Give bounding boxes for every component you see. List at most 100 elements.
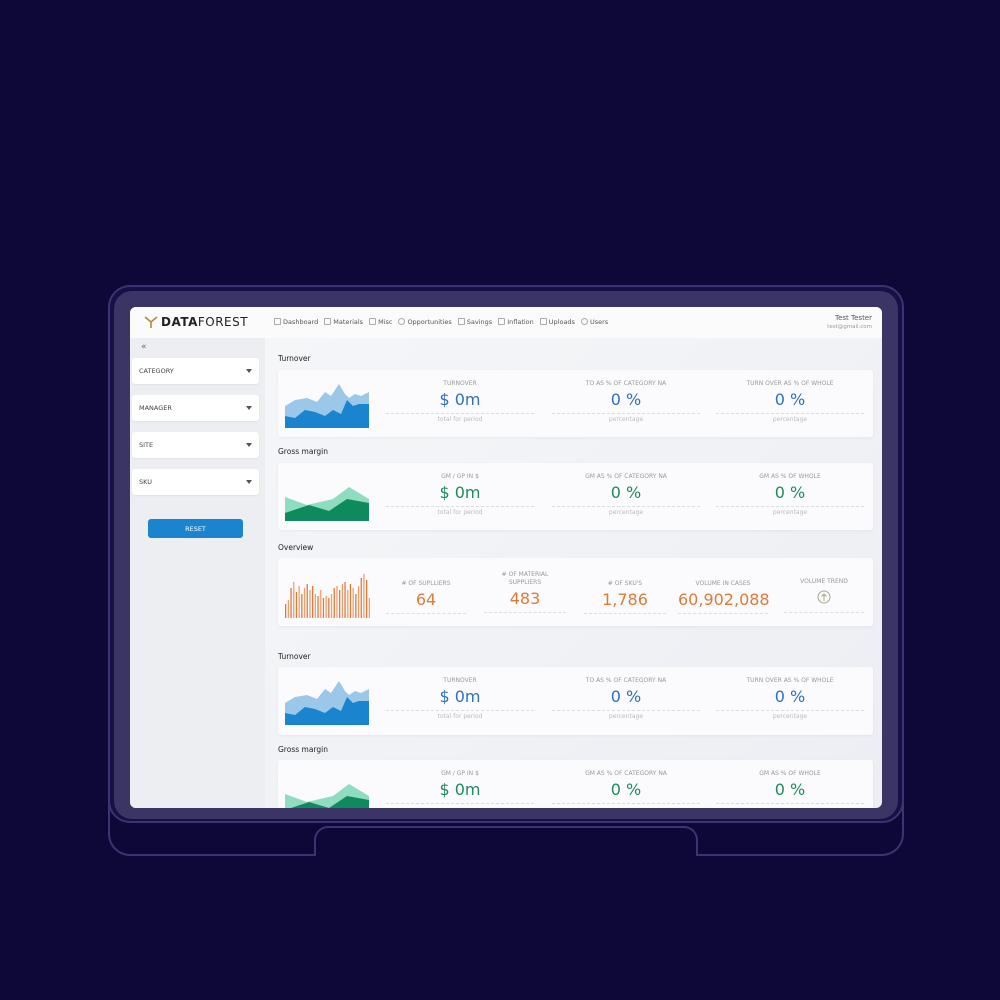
table-icon <box>457 318 465 325</box>
kpi-label: # OF MATERIAL SUPPLIERS <box>501 571 549 586</box>
kpi-turnover: TURNOVER $ 0m total for period <box>386 677 534 720</box>
bar <box>336 586 338 618</box>
kpi-to-whole: TURN OVER AS % OF WHOLE 0 % percentage <box>716 380 864 423</box>
kpi-label: # OF SKU'S <box>607 580 643 587</box>
kpi-label: TO AS % OF CATEGORY NA <box>585 380 667 387</box>
sku-dropdown[interactable]: SKU <box>132 469 259 495</box>
turnover-area-chart <box>285 681 369 725</box>
dashboard-icon <box>274 318 281 325</box>
kpi-label: GM AS % OF CATEGORY NA <box>585 770 667 777</box>
dropdown-label: CATEGORY <box>139 367 174 375</box>
kpi-value: $ 0m <box>439 390 481 409</box>
kpi-gm-whole: GM AS % OF WHOLE 0 % <box>716 770 864 804</box>
gross-margin-area-chart <box>285 487 369 521</box>
kpi-label: GM AS % OF WHOLE <box>759 770 821 777</box>
kpi-volume-trend: VOLUME TREND <box>784 578 864 613</box>
list-icon <box>369 318 377 325</box>
user-icon <box>580 318 588 325</box>
turnover-area-chart <box>285 384 369 428</box>
kpi-value: 0 % <box>774 390 806 409</box>
kpi-value: 0 % <box>610 390 642 409</box>
kpi-value: 0 % <box>774 780 806 799</box>
bar <box>290 588 292 618</box>
mail-icon <box>324 318 332 325</box>
kpi-to-category: TO AS % OF CATEGORY NA 0 % percentage <box>552 380 700 423</box>
kpi-label: VOLUME IN CASES <box>695 580 751 587</box>
user-email: test@gmail.com <box>827 324 872 330</box>
nav-label: Misc <box>378 318 393 326</box>
kpi-volume: VOLUME IN CASES 60,902,088 <box>678 580 770 614</box>
kpi-sub: percentage <box>772 713 808 720</box>
kpi-sub: total for period <box>437 416 483 423</box>
overview-bar-chart <box>285 574 370 618</box>
logo[interactable]: DATA FOREST <box>144 315 248 329</box>
kpi-suppliers: # OF SUPLLIERS 64 <box>386 580 466 614</box>
bar <box>360 578 362 618</box>
nav-misc[interactable]: Misc <box>369 318 392 326</box>
kpi-sub: percentage <box>772 416 808 423</box>
kpi-gm-category: GM AS % OF CATEGORY NA 0 % <box>552 770 700 804</box>
gross-margin-card: GM / GP IN $ $ 0m GM AS % OF CATEGORY NA 0… <box>278 760 873 808</box>
turnover-card: TURNOVER $ 0m total for period TO AS % OF … <box>278 370 873 437</box>
chevron-down-icon <box>246 480 252 484</box>
nav-label: Savings <box>466 318 493 326</box>
site-dropdown[interactable]: SITE <box>132 432 259 458</box>
kpi-value: $ 0m <box>439 780 481 799</box>
bar <box>314 594 316 618</box>
kpi-gm: GM / GP IN $ $ 0m <box>386 770 534 804</box>
kpi-sub: percentage <box>772 509 808 516</box>
kpi-sub: total for period <box>437 713 483 720</box>
kpi-value: 483 <box>509 589 541 608</box>
bar <box>347 590 349 618</box>
nav-label: Materials <box>333 318 364 326</box>
bar <box>295 592 298 618</box>
main-nav: Dashboard Materials Misc Opportunities S… <box>274 318 608 326</box>
nav-label: Inflation <box>507 318 534 326</box>
category-dropdown[interactable]: CATEGORY <box>132 358 259 384</box>
bar <box>349 584 352 618</box>
nav-uploads[interactable]: Uploads <box>539 318 575 326</box>
bar <box>368 598 370 618</box>
user-menu[interactable]: Test Tester test@gmail.com <box>827 314 872 330</box>
nav-materials[interactable]: Materials <box>324 318 363 326</box>
gross-margin-card: GM / GP IN $ $ 0m total for period GM AS %… <box>278 463 873 530</box>
nav-savings[interactable]: Savings <box>457 318 493 326</box>
kpi-gm-category: GM AS % OF CATEGORY NA 0 % percentage <box>552 473 700 516</box>
reset-button[interactable]: RESET <box>148 519 243 538</box>
nav-inflation[interactable]: Inflation <box>498 318 534 326</box>
nav-label: Uploads <box>548 318 575 326</box>
bar <box>352 588 354 618</box>
manager-dropdown[interactable]: MANAGER <box>132 395 259 421</box>
kpi-value: 64 <box>415 590 437 609</box>
bar <box>344 582 346 618</box>
dropdown-label: SITE <box>139 441 154 449</box>
bar <box>303 588 306 618</box>
nav-opportunities[interactable]: Opportunities <box>398 318 452 326</box>
kpi-label: TO AS % OF CATEGORY NA <box>585 677 667 684</box>
nav-label: Users <box>589 318 609 326</box>
collapse-sidebar-button[interactable]: « <box>141 342 147 352</box>
nav-users[interactable]: Users <box>580 318 609 326</box>
section-title-turnover: Turnover <box>278 652 311 661</box>
bar <box>285 604 287 618</box>
turnover-card: TURNOVER $ 0m total for period TO AS % OF … <box>278 667 873 735</box>
kpi-to-category: TO AS % OF CATEGORY NA 0 % percentage <box>552 677 700 720</box>
kpi-label: GM / GP IN $ <box>441 770 479 777</box>
dropdown-label: SKU <box>139 478 152 486</box>
nav-dashboard[interactable]: Dashboard <box>274 318 318 326</box>
device-notch <box>314 826 698 856</box>
bar <box>357 586 360 618</box>
logo-light: FOREST <box>197 315 249 329</box>
bar <box>301 594 303 618</box>
overview-card: # OF SUPLLIERS 64 # OF MATERIAL SUPPLIERS… <box>278 558 873 626</box>
section-title-gross-margin: Gross margin <box>278 745 328 754</box>
kpi-label: TURNOVER <box>443 380 477 387</box>
section-title-turnover: Turnover <box>278 354 311 363</box>
bar <box>309 590 311 618</box>
kpi-material-suppliers: # OF MATERIAL SUPPLIERS 483 <box>484 571 566 613</box>
bar <box>328 598 330 618</box>
section-title-gross-margin: Gross margin <box>278 447 328 456</box>
bar <box>293 582 295 618</box>
bar <box>317 596 319 618</box>
kpi-value: $ 0m <box>439 483 481 502</box>
